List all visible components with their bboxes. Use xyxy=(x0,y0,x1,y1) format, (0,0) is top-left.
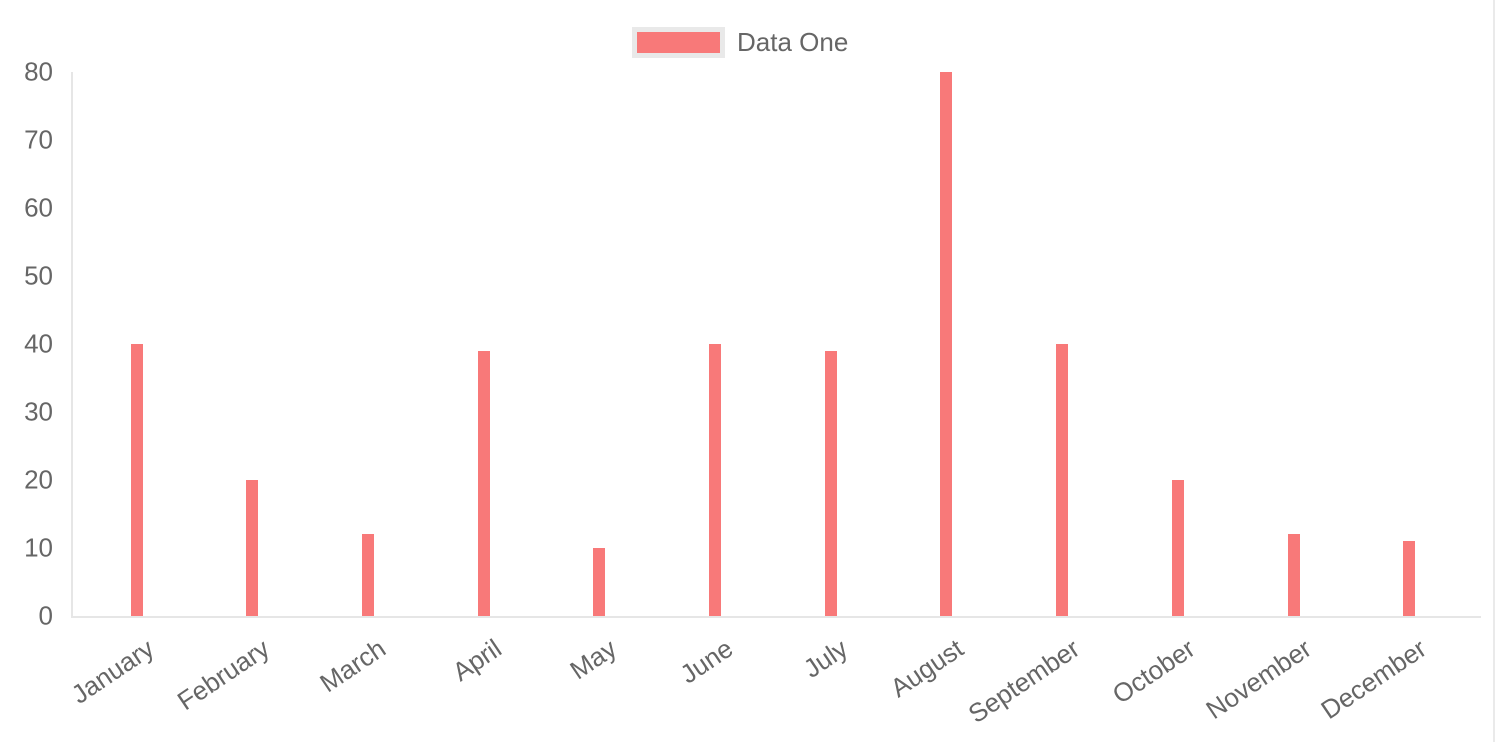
bar-february[interactable] xyxy=(246,480,259,616)
y-axis-tick-label: 30 xyxy=(24,396,53,427)
x-axis-tick-label-june: June xyxy=(674,633,738,690)
x-axis-tick-label-september: September xyxy=(962,633,1085,729)
x-axis-tick-label-november: November xyxy=(1200,633,1317,725)
x-axis-tick-label-january: January xyxy=(65,633,160,710)
bar-july[interactable] xyxy=(824,350,837,616)
page-right-border xyxy=(1493,0,1495,742)
y-axis-tick-label: 40 xyxy=(24,328,53,359)
x-axis-tick-label-august: August xyxy=(885,633,970,704)
x-axis-tick-label-may: May xyxy=(564,633,623,686)
bar-april[interactable] xyxy=(477,350,490,616)
y-axis-tick-label: 70 xyxy=(24,124,53,155)
y-axis-line xyxy=(71,72,73,618)
x-axis-tick-label-february: February xyxy=(171,633,275,717)
bar-may[interactable] xyxy=(593,548,606,616)
bar-august[interactable] xyxy=(940,72,953,616)
x-axis-tick-label-march: March xyxy=(314,633,391,699)
legend-color-swatch xyxy=(632,27,725,58)
y-axis-tick-label: 20 xyxy=(24,464,53,495)
x-axis-tick-label-december: December xyxy=(1315,633,1432,725)
x-axis-tick-label-october: October xyxy=(1107,633,1201,710)
bar-november[interactable] xyxy=(1287,534,1300,616)
y-axis-tick-label: 50 xyxy=(24,260,53,291)
y-axis-tick-label: 0 xyxy=(38,600,53,631)
legend-item-data-one[interactable]: Data One xyxy=(632,27,848,58)
bar-september[interactable] xyxy=(1056,344,1069,616)
bar-june[interactable] xyxy=(709,344,721,616)
y-axis-tick-label: 80 xyxy=(24,56,53,87)
y-axis-tick-label: 60 xyxy=(24,192,53,223)
bar-january[interactable] xyxy=(130,344,143,616)
x-axis-tick-label-april: April xyxy=(446,633,507,687)
bar-december[interactable] xyxy=(1403,541,1416,616)
x-axis-line xyxy=(71,616,1481,618)
y-axis-tick-label: 10 xyxy=(24,532,53,563)
x-axis-tick-label-july: July xyxy=(798,633,854,684)
bar-october[interactable] xyxy=(1171,480,1184,616)
legend-label: Data One xyxy=(737,27,849,57)
bar-march[interactable] xyxy=(361,534,374,616)
